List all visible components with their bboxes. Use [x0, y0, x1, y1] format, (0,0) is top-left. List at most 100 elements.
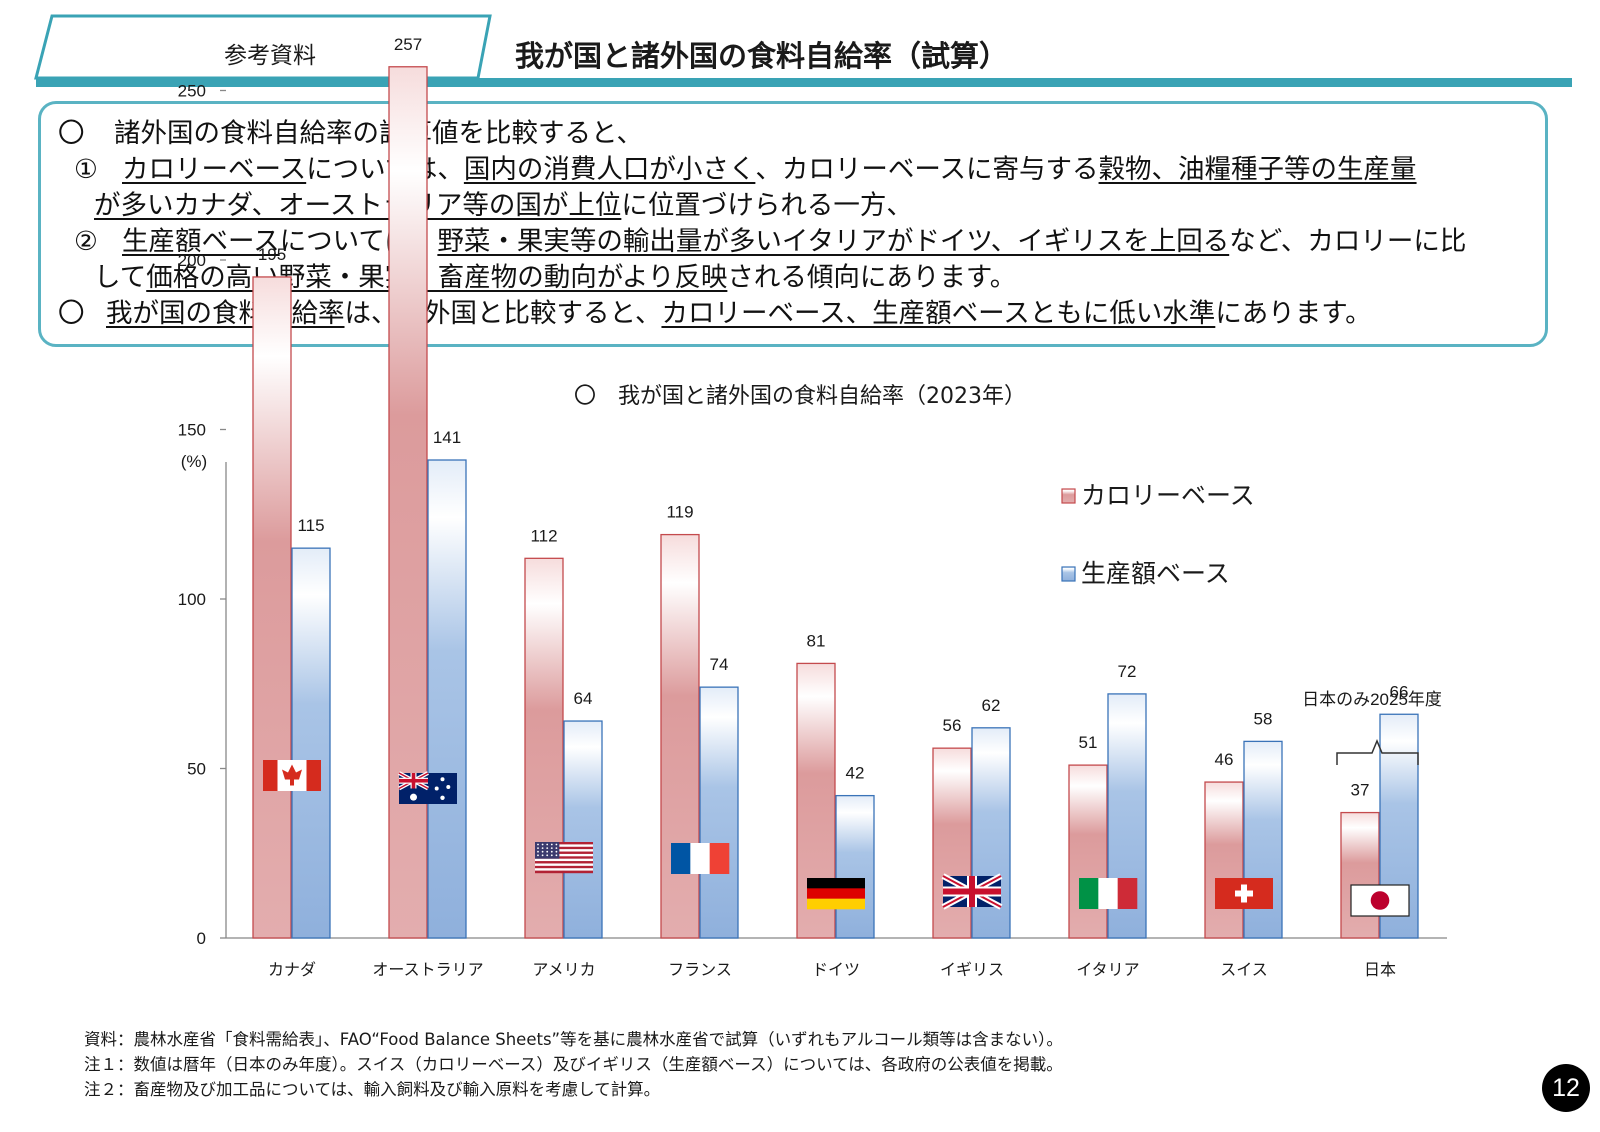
summary-underline: 価格の高い野菜・果実、畜産物の動向がより反映 — [146, 262, 728, 293]
flag-stripe — [535, 849, 593, 852]
flag-canada-icon — [263, 760, 321, 791]
footnote-1: 注１：数値は暦年（日本のみ年度）。スイス（カロリーベース）及びイギリス（生産額ベ… — [84, 1055, 1063, 1074]
data-label-production: 74 — [710, 655, 729, 674]
slide-header: 参考資料 我が国と諸外国の食料自給率（試算） — [0, 0, 1600, 92]
flag-band — [807, 888, 865, 899]
flag-band — [1079, 878, 1099, 909]
star-icon — [440, 777, 445, 782]
star-icon — [546, 854, 549, 857]
x-tick-label: 日本 — [1364, 961, 1396, 979]
star-icon — [546, 847, 549, 849]
flag-stripe — [535, 856, 593, 859]
bar-calorie — [252, 276, 292, 939]
star-icon — [410, 793, 417, 801]
data-label-production: 58 — [1254, 709, 1273, 728]
flag-stripe — [535, 851, 593, 855]
chart-heading: 〇 我が国と諸外国の食料自給率（2023年） — [574, 384, 1026, 409]
flag-stripe — [535, 846, 593, 850]
footnote-source: 資料：農林水産省「食料需給表」、FAO“Food Balance Sheets”… — [84, 1030, 1063, 1049]
bar-calorie — [1340, 811, 1380, 939]
bullet-circle: 〇 — [58, 118, 85, 149]
y-tick-label: 200 — [178, 251, 206, 270]
star-icon — [555, 854, 558, 857]
japan-annotation: 日本のみ2025年度 — [1302, 690, 1442, 709]
footnote-2: 注２：畜産物及び加工品については、輸入飼料及び輸入原料を考慮して計算。 — [84, 1080, 661, 1099]
page-title: 我が国と諸外国の食料自給率（試算） — [515, 39, 1009, 73]
flag-band — [1098, 878, 1118, 909]
flag-australia-icon — [398, 771, 457, 804]
flag-stripe — [535, 853, 593, 857]
maple-leaf-icon — [282, 764, 302, 786]
summary-text: については、 — [306, 154, 464, 185]
flag-stripe — [535, 844, 593, 847]
star-icon — [537, 843, 539, 846]
star-icon — [555, 847, 558, 849]
flag-stripe — [535, 863, 593, 867]
data-label-calorie: 56 — [943, 716, 962, 735]
summary-underline: 我が国の食料自給率 — [106, 298, 345, 329]
summary-line-4: ② 生産額ベースについては、野菜・果実等の輸出量が多いイタリアがドイツ、イギリスを… — [74, 225, 1466, 259]
summary-underline: カロリーベース、生産額ベースともに低い水準 — [661, 298, 1216, 329]
star-icon — [537, 850, 539, 853]
data-label-production: 141 — [433, 428, 461, 447]
summary-line-1: 〇諸外国の食料自給率の試算値を比較すると、 — [58, 117, 643, 151]
summary-underline: が多いカナダ、オーストラリア等の国が上位 — [94, 190, 622, 221]
data-label-production: 42 — [846, 764, 865, 783]
x-tick-label: フランス — [668, 962, 732, 979]
x-tick-label: アメリカ — [532, 962, 595, 979]
bullet-circle: 〇 — [58, 298, 85, 329]
data-label-production: 64 — [574, 689, 593, 708]
star-icon — [550, 854, 553, 857]
bar-calorie — [388, 66, 428, 939]
data-label-calorie: 119 — [666, 503, 693, 522]
summary-text: 諸外国の食料自給率の試算値を比較すると、 — [114, 118, 643, 149]
star-icon — [446, 784, 451, 789]
y-tick-label: 50 — [187, 760, 206, 779]
flag-uk-icon — [941, 873, 1003, 910]
star-icon — [546, 843, 549, 846]
x-tick-label: スイス — [1220, 962, 1268, 979]
data-label-calorie: 46 — [1215, 750, 1234, 769]
footnotes: 資料：農林水産省「食料需給表」、FAO“Food Balance Sheets”… — [84, 1027, 1063, 1102]
summary-underline: 野菜・果実等の輸出量が多いイタリアがドイツ、イギリスを上回る — [437, 226, 1230, 257]
bar-production — [563, 720, 603, 939]
flag-band — [690, 843, 710, 874]
bar-production — [427, 459, 467, 939]
flag-band — [306, 760, 321, 791]
summary-line-3: が多いカナダ、オーストラリア等の国が上位に位置づけられる一方、 — [94, 189, 913, 223]
data-label-calorie: 37 — [1351, 781, 1370, 800]
x-tick-label: オーストラリア — [372, 962, 483, 979]
star-icon — [440, 795, 445, 800]
title-rule — [36, 78, 1572, 87]
data-label-calorie: 51 — [1079, 733, 1098, 752]
summary-box — [38, 101, 1548, 347]
summary-text: など、カロリーに比 — [1229, 226, 1467, 257]
flag-stripe — [535, 858, 593, 862]
bar-production — [835, 794, 875, 939]
summary-underline: 穀物、油糧種子等の生産量 — [1098, 154, 1417, 185]
bar-production — [291, 547, 331, 939]
legend-swatch — [1061, 566, 1076, 582]
rising-sun-icon — [1370, 891, 1390, 910]
y-tick-label: 250 — [178, 82, 206, 101]
star-icon — [434, 786, 439, 791]
summary-line-2: ① カロリーベースについては、国内の消費人口が小さく、カロリーベースに寄与する穀物… — [74, 153, 1417, 187]
annotation-brace — [1336, 739, 1419, 765]
flag-stripe — [535, 842, 593, 845]
summary-text: 、カロリーベースに寄与する — [755, 154, 1099, 185]
summary-underline: カロリーベース — [122, 154, 307, 185]
summary-underline: 生産額ベース — [122, 226, 280, 257]
flag-band — [263, 760, 278, 791]
y-tick-label: 150 — [178, 421, 206, 440]
swiss-cross-icon — [1241, 884, 1247, 903]
flag-france-icon — [671, 843, 730, 874]
summary-text: して — [94, 262, 147, 293]
data-label-calorie: 195 — [258, 245, 286, 264]
star-icon — [541, 847, 544, 849]
legend-swatch — [1061, 488, 1076, 504]
bullet-number-2: ② — [74, 226, 98, 257]
bar-calorie — [524, 557, 564, 939]
summary-line-5: して価格の高い野菜・果実、畜産物の動向がより反映される傾向にあります。 — [94, 261, 1016, 295]
y-tick-label: 100 — [178, 590, 206, 609]
legend-label: カロリーベース — [1081, 482, 1255, 510]
